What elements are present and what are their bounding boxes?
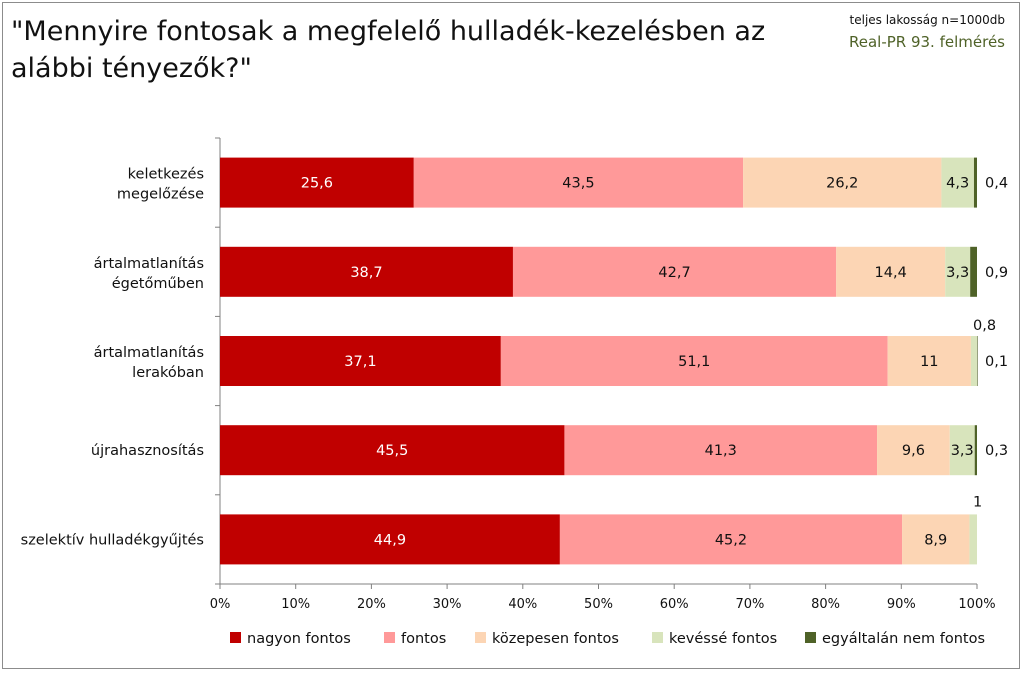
x-tick-label: 20% [357, 597, 386, 612]
data-label: 4,3 [946, 176, 969, 192]
x-tick-label: 90% [887, 597, 916, 612]
x-tick-label: 60% [660, 597, 689, 612]
bar-segment [564, 425, 878, 476]
bar-segment [945, 246, 971, 297]
category-label: szelektív hulladékgyűjtés [21, 532, 204, 548]
data-label: 14,4 [875, 265, 907, 281]
data-label: 0,8 [973, 318, 996, 334]
bar-segment [220, 336, 501, 386]
bar-segment [969, 514, 977, 565]
data-label: 1 [973, 494, 982, 510]
legend-swatch [475, 632, 486, 643]
category-label: ártalmatlanítás égetőműben [94, 256, 204, 292]
x-tick-label: 50% [584, 597, 613, 612]
bar-segment [413, 157, 744, 208]
sample-size-note: teljes lakosság n=1000db [849, 13, 1005, 27]
data-label: 38,7 [350, 265, 382, 281]
bar-segment [949, 425, 975, 476]
bar-segment [941, 157, 974, 208]
x-tick-label: 0% [210, 597, 231, 612]
category-label: ártalmatlanítás lerakóban [94, 345, 204, 381]
legend-label: egyáltalán nem fontos [822, 631, 985, 647]
legend-label: közepesen fontos [492, 631, 619, 647]
bar-segment [887, 336, 971, 386]
bar-segment [220, 157, 414, 208]
bar-segment [974, 425, 977, 476]
data-label: 0,9 [985, 265, 1008, 281]
bar-segment [970, 246, 977, 297]
data-label: 51,1 [678, 354, 710, 370]
data-label: 44,9 [374, 532, 406, 548]
bar-segment [977, 336, 978, 386]
legend-swatch [230, 632, 241, 643]
data-label: 9,6 [902, 443, 925, 459]
data-label: 3,3 [951, 443, 974, 459]
bar-segment [220, 425, 565, 476]
data-label: 26,2 [826, 176, 858, 192]
data-label: 45,2 [715, 532, 747, 548]
legend-swatch [384, 632, 395, 643]
bar-segment [902, 514, 970, 565]
data-label: 42,7 [658, 265, 690, 281]
bar-segment [743, 157, 942, 208]
x-tick-label: 80% [811, 597, 840, 612]
bar-segment [970, 336, 977, 386]
bar-segment [220, 246, 513, 297]
category-label: újrahasznosítás [91, 443, 204, 459]
legend-swatch [652, 632, 663, 643]
data-label: 0,3 [985, 443, 1008, 459]
bar-segment [877, 425, 950, 476]
x-tick-label: 70% [735, 597, 764, 612]
category-label: keletkezés megelőzése [117, 167, 204, 203]
data-label: 0,4 [985, 176, 1008, 192]
legend-label: kevéssé fontos [669, 631, 777, 647]
x-tick-label: 10% [281, 597, 310, 612]
survey-source-note: Real-PR 93. felmérés [848, 33, 1005, 51]
data-label: 43,5 [562, 176, 594, 192]
legend-swatch [805, 632, 816, 643]
legend-label: fontos [401, 631, 446, 647]
bar-segment [512, 246, 837, 297]
x-tick-label: 40% [508, 597, 537, 612]
data-label: 41,3 [705, 443, 737, 459]
data-label: 3,3 [946, 265, 969, 281]
data-label: 25,6 [301, 176, 333, 192]
x-tick-label: 30% [433, 597, 462, 612]
data-label: 8,9 [924, 532, 947, 548]
data-label: 11 [920, 354, 938, 370]
bar-segment [220, 514, 560, 565]
bar-segment [500, 336, 888, 386]
bar-segment [559, 514, 903, 565]
bar-segment [836, 246, 946, 297]
x-tick-label: 100% [958, 597, 995, 612]
bar-segment [973, 157, 977, 208]
data-label: 0,1 [985, 354, 1008, 370]
data-label: 45,5 [376, 443, 408, 459]
legend-label: nagyon fontos [247, 631, 351, 647]
chart-title: "Mennyire fontosak a megfelelő hulladék-… [11, 16, 766, 84]
data-label: 37,1 [344, 354, 376, 370]
